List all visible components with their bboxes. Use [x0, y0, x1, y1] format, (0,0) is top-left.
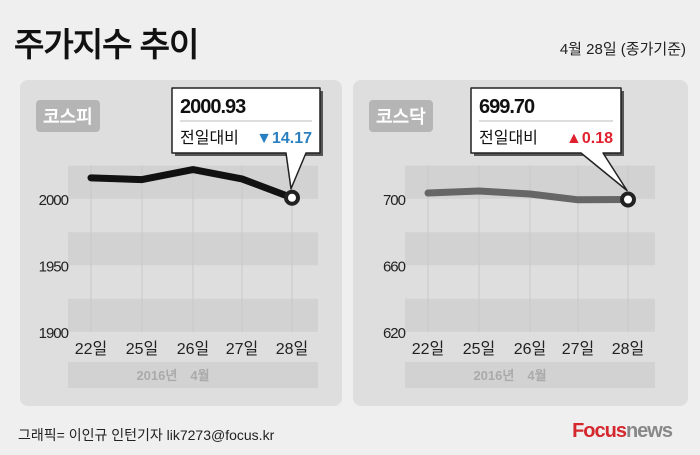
kospi-chart: 1900 1950 2000 22일 25일 26일 27일 28일 2016년 4월 2000.…	[39, 87, 323, 388]
callout-change: ▲0.18	[566, 130, 613, 147]
callout-box	[470, 87, 628, 192]
callout-label: 전일대비	[479, 129, 538, 147]
x-tick-label: 22일	[75, 340, 108, 358]
x-tick-label: 27일	[562, 340, 595, 358]
x-axis-label: 2016년 4월	[473, 368, 546, 383]
callout-box	[171, 87, 321, 190]
x-tick-label: 27일	[226, 340, 259, 358]
kosdaq-chart: 620 660 700 22일 25일 26일 27일 28일 2016년 4월 699.70 전일…	[383, 87, 655, 388]
x-tick-label: 26일	[514, 340, 547, 358]
x-tick-label: 26일	[177, 340, 210, 358]
x-tick-label: 25일	[126, 340, 159, 358]
page-title: 주가지수 추이	[14, 26, 199, 63]
last-point-marker	[284, 189, 300, 206]
callout-change: ▼14.17	[256, 130, 312, 147]
kosdaq-panel: 코스닥 620 660 700 22일 25일 26일 27일 28일 2016년 4월 699.…	[353, 80, 688, 406]
callout-value: 699.70	[479, 96, 535, 118]
x-tick-label: 28일	[612, 340, 645, 358]
focusnews-logo: Focusnews	[572, 420, 673, 442]
y-tick-label: 2000	[39, 192, 69, 209]
kospi-badge: 코스피	[36, 100, 100, 132]
date-label: 4월 28일 (종가기준)	[559, 41, 686, 58]
last-point-marker	[620, 191, 636, 208]
xlabel-band	[405, 362, 655, 388]
x-tick-label: 25일	[463, 340, 496, 358]
y-tick-label: 1900	[39, 325, 69, 342]
y-tick-label: 700	[383, 192, 406, 209]
callout-label: 전일대비	[180, 129, 239, 147]
y-tick-label: 660	[383, 259, 406, 276]
y-tick-label: 1950	[39, 259, 69, 276]
x-axis-label: 2016년 4월	[136, 368, 209, 383]
y-tick-label: 620	[383, 325, 406, 342]
kosdaq-badge: 코스닥	[369, 100, 433, 132]
xlabel-band	[68, 362, 318, 388]
x-tick-label: 22일	[412, 340, 445, 358]
callout-value: 2000.93	[180, 96, 246, 118]
credit-text: 그래픽= 이인규 인턴기자 lik7273@focus.kr	[18, 427, 275, 443]
x-tick-label: 28일	[276, 340, 309, 358]
kospi-panel: 코스피 1900 1950 2000 22일 25일 26일 27일 28일 2016년 4월 2…	[20, 80, 342, 406]
